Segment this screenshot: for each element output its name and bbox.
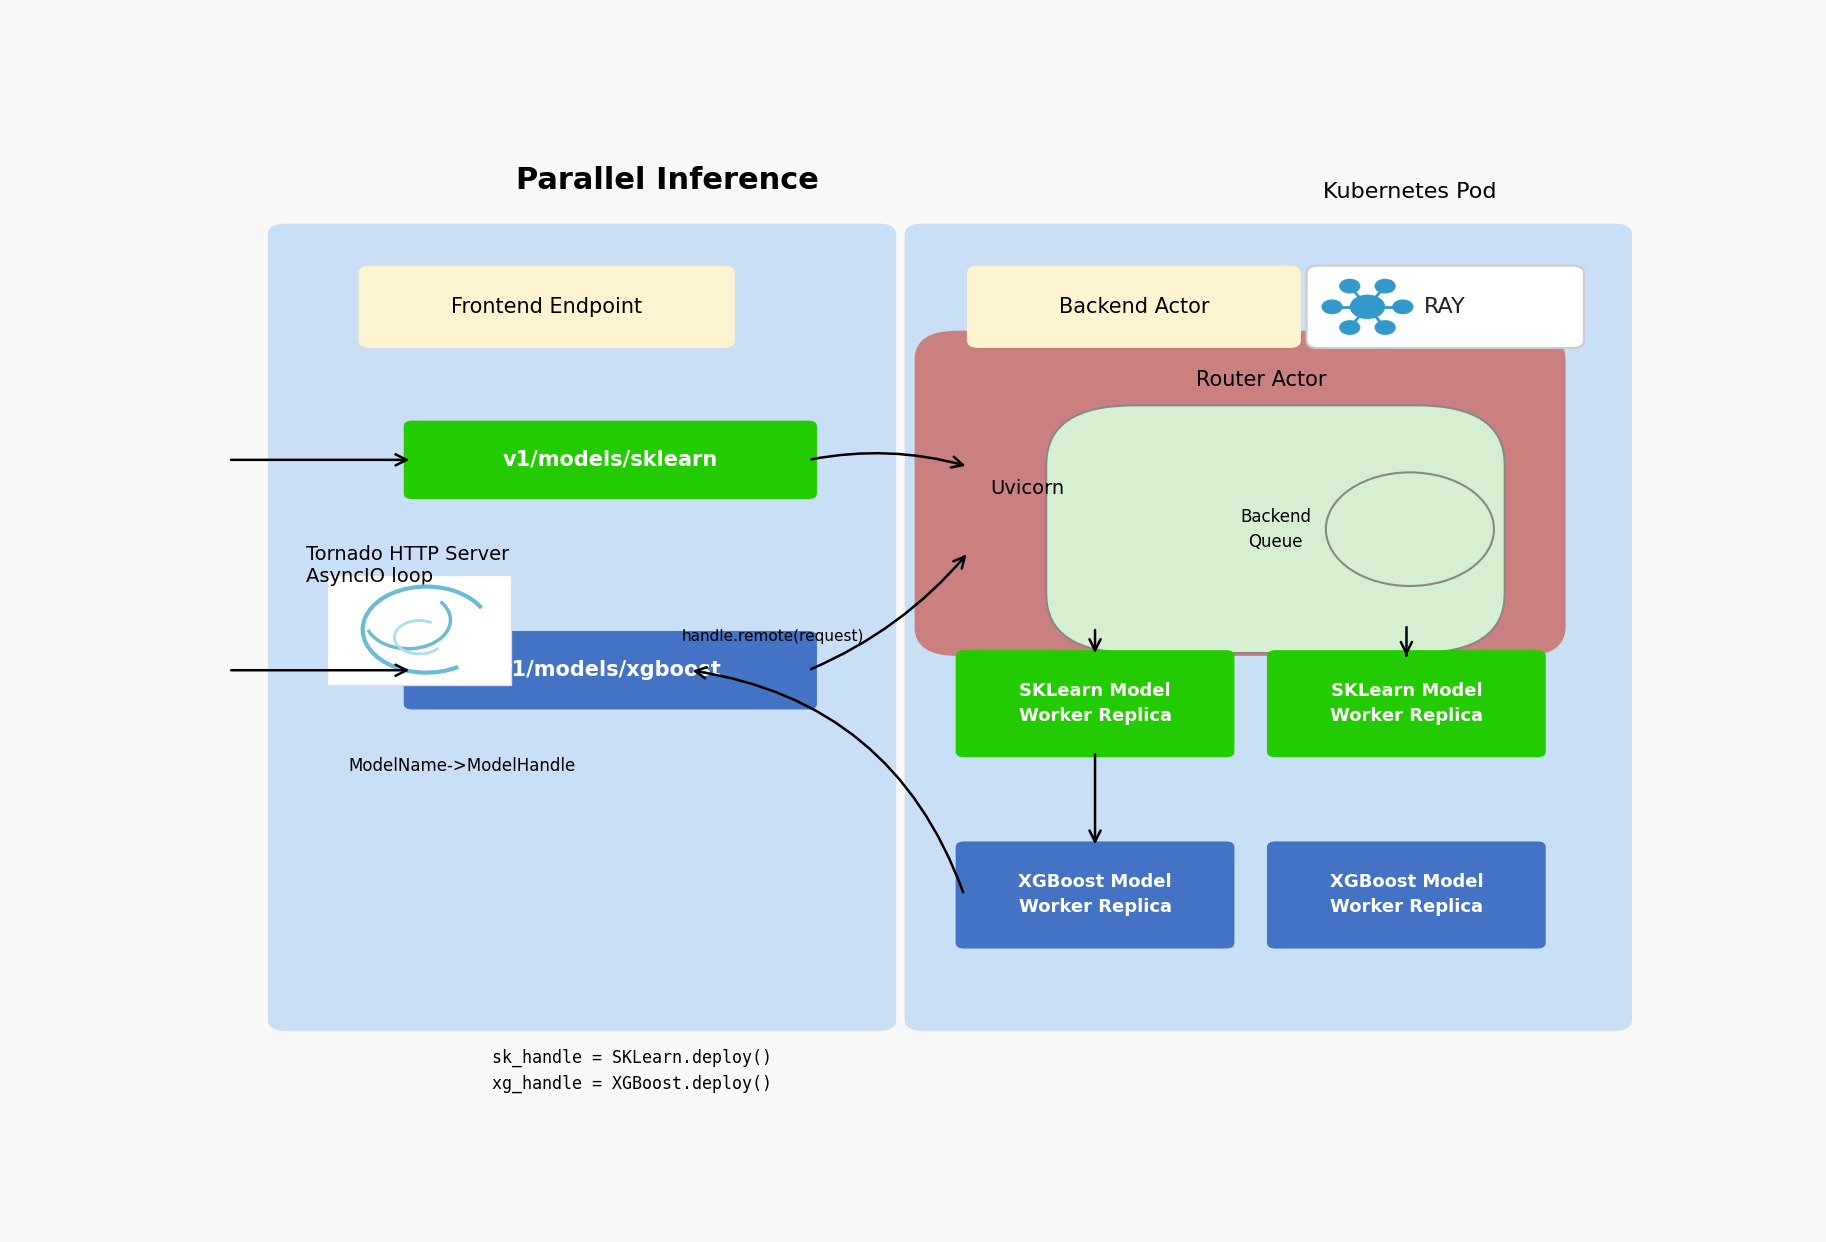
Text: v1/models/xgboost: v1/models/xgboost [498,661,721,681]
Text: Frontend Endpoint: Frontend Endpoint [451,297,643,317]
FancyBboxPatch shape [358,266,734,348]
Circle shape [1393,301,1413,313]
Circle shape [1340,279,1360,293]
Text: Backend Actor: Backend Actor [1059,297,1209,317]
Text: Backend
Queue: Backend Queue [1240,508,1311,550]
FancyBboxPatch shape [404,631,816,709]
Text: ModelName->ModelHandle: ModelName->ModelHandle [349,756,575,775]
Circle shape [1326,472,1494,586]
Text: sk_handle = SKLearn.deploy()
xg_handle = XGBoost.deploy(): sk_handle = SKLearn.deploy() xg_handle =… [491,1049,772,1093]
FancyBboxPatch shape [955,841,1234,949]
FancyBboxPatch shape [1267,841,1547,949]
FancyBboxPatch shape [327,575,511,684]
Circle shape [1375,320,1395,334]
Text: SKLearn Model
Worker Replica: SKLearn Model Worker Replica [1329,682,1483,725]
Text: v1/models/sklearn: v1/models/sklearn [502,450,718,469]
FancyBboxPatch shape [955,650,1234,758]
FancyBboxPatch shape [1307,266,1583,348]
Circle shape [1351,296,1384,318]
Text: SKLearn Model
Worker Replica: SKLearn Model Worker Replica [1019,682,1172,725]
FancyBboxPatch shape [268,224,897,1031]
Text: RAY: RAY [1424,297,1466,317]
FancyBboxPatch shape [404,421,816,499]
Text: Tornado HTTP Server
AsyncIO loop: Tornado HTTP Server AsyncIO loop [307,544,509,585]
FancyBboxPatch shape [968,266,1300,348]
Circle shape [1322,301,1342,313]
FancyBboxPatch shape [1267,650,1547,758]
Text: XGBoost Model
Worker Replica: XGBoost Model Worker Replica [1329,873,1483,917]
Text: Uvicorn: Uvicorn [992,479,1065,498]
Text: Parallel Inference: Parallel Inference [515,166,818,195]
FancyBboxPatch shape [915,330,1565,656]
Text: Router Actor: Router Actor [1196,370,1326,390]
Text: XGBoost Model
Worker Replica: XGBoost Model Worker Replica [1019,873,1172,917]
FancyBboxPatch shape [1046,405,1505,653]
Text: Kubernetes Pod: Kubernetes Pod [1324,183,1497,202]
FancyBboxPatch shape [904,224,1632,1031]
Text: handle.remote(request): handle.remote(request) [681,630,864,645]
Circle shape [1340,320,1360,334]
Circle shape [1375,279,1395,293]
